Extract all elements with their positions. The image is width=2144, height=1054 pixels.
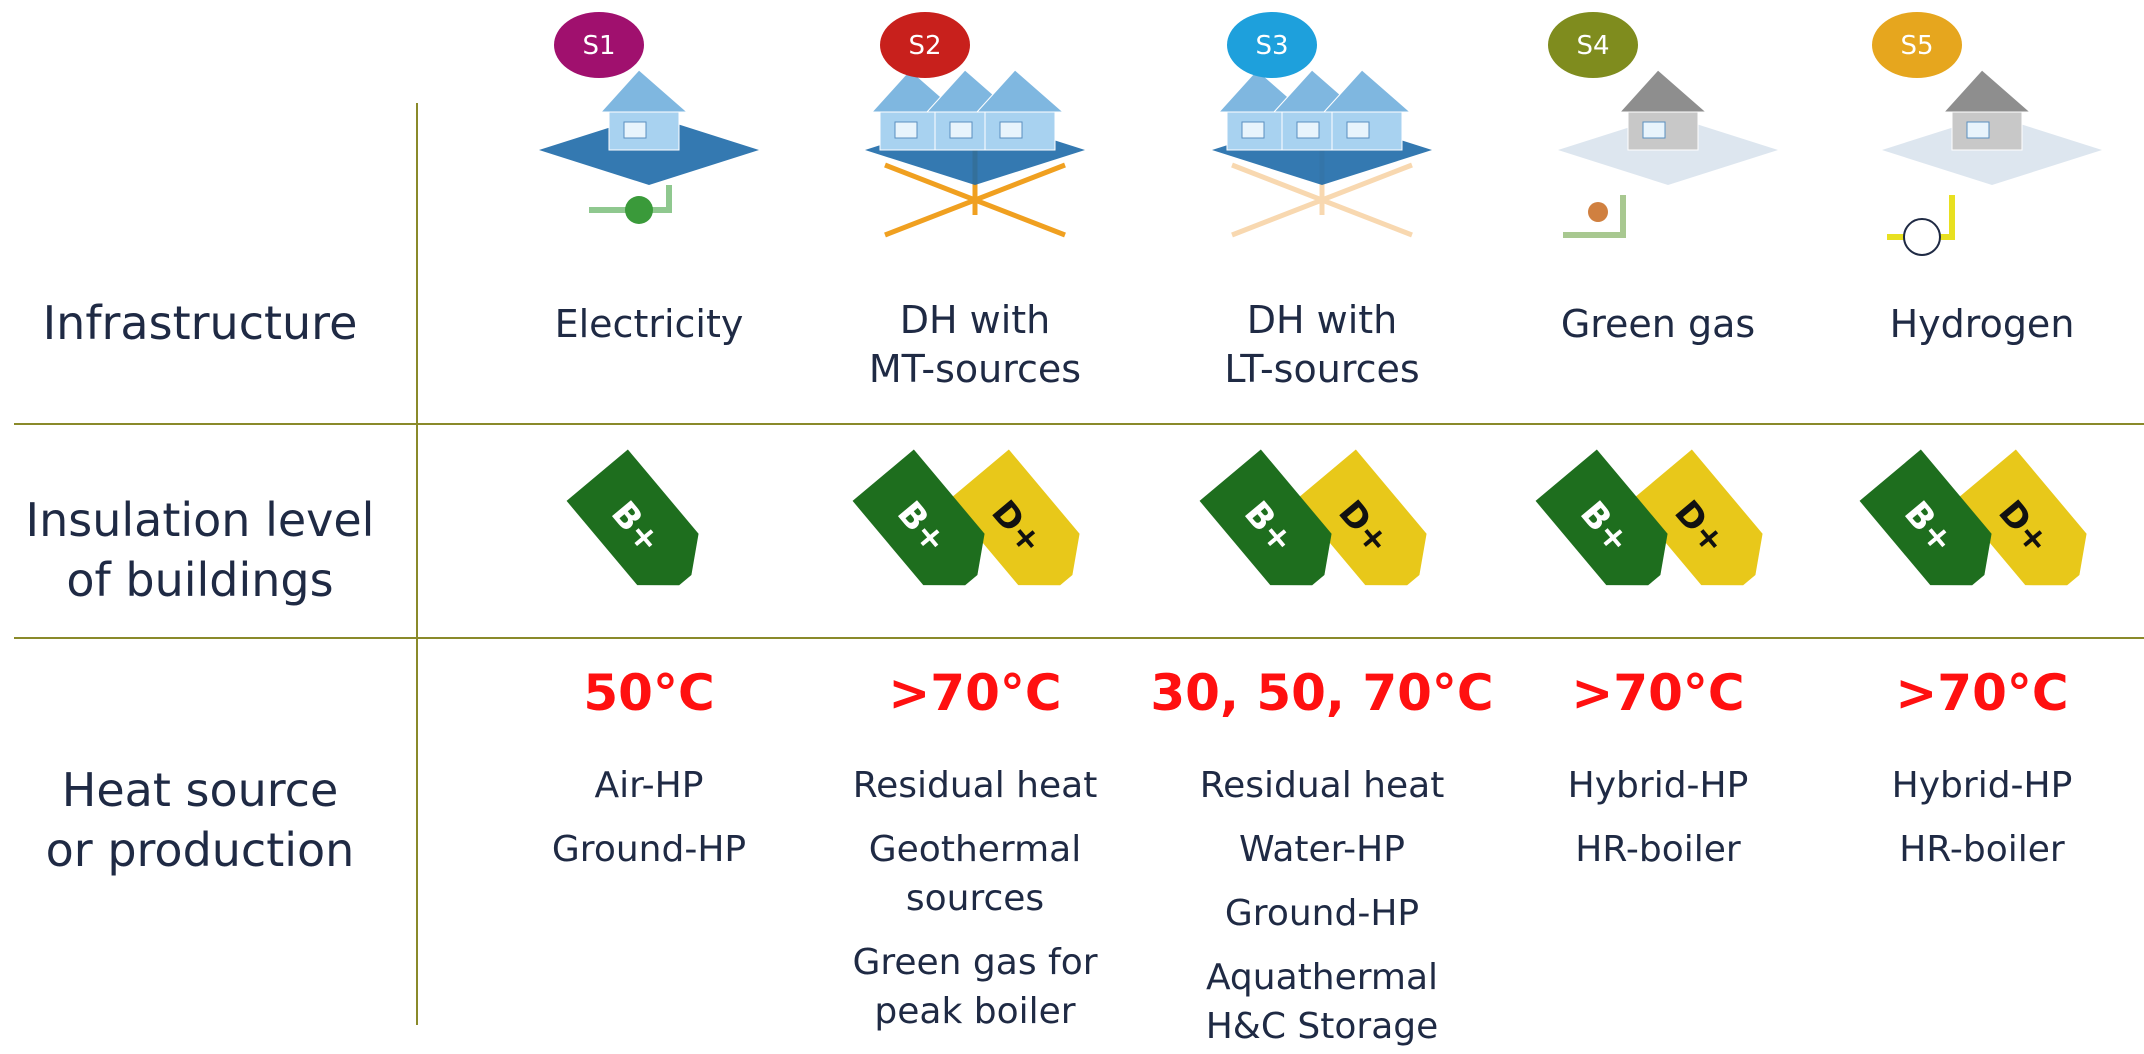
heat-source: Hybrid-HP — [1782, 761, 2144, 810]
house-roof — [977, 70, 1063, 112]
house-roof — [1944, 70, 2030, 112]
badge-label: S3 — [1255, 31, 1288, 61]
row-label: Heat source or production — [0, 760, 400, 880]
heat-source: HR-boiler — [1782, 825, 2144, 874]
house-roof — [601, 70, 687, 112]
heat-source: Residual heat — [775, 761, 1175, 810]
scenario-icon — [1212, 70, 1432, 235]
temperature: >70°C — [1732, 663, 2144, 723]
infrastructure-label: DH with MT-sources — [775, 296, 1175, 394]
badge-label: S4 — [1576, 31, 1609, 61]
gas-icon — [1588, 202, 1608, 222]
h2-icon — [1904, 219, 1940, 255]
heat-source: Geothermal sources — [775, 825, 1175, 923]
scenario-diagram: S1B+S2D+B+S3D+B+S4D+B+S5D+B+ Infrastruct… — [0, 0, 2144, 1054]
house-window — [1000, 122, 1022, 138]
scenario-icon — [1882, 70, 2102, 255]
heat-source: Green gas for peak boiler — [775, 938, 1175, 1036]
badge-label: S5 — [1900, 31, 1933, 61]
power-icon — [625, 196, 653, 224]
house-roof — [1324, 70, 1410, 112]
house-window — [1967, 122, 1989, 138]
house-window — [1643, 122, 1665, 138]
heat-source: Aquathermal H&C Storage — [1122, 953, 1522, 1051]
house-window — [950, 122, 972, 138]
house-window — [1347, 122, 1369, 138]
house-roof — [1620, 70, 1706, 112]
house-window — [895, 122, 917, 138]
house-window — [624, 122, 646, 138]
energy-label: B+ — [567, 449, 716, 605]
scenario-icon — [865, 70, 1085, 235]
scenario-icon — [539, 70, 759, 224]
row-label: Infrastructure — [0, 293, 400, 353]
house-window — [1242, 122, 1264, 138]
heat-source: Ground-HP — [1122, 889, 1522, 938]
infrastructure-label: Hydrogen — [1782, 300, 2144, 349]
badge-label: S2 — [908, 31, 941, 61]
row-label: Insulation level of buildings — [0, 490, 400, 610]
badge-label: S1 — [582, 31, 615, 61]
house-window — [1297, 122, 1319, 138]
scenario-icon — [1558, 70, 1778, 235]
